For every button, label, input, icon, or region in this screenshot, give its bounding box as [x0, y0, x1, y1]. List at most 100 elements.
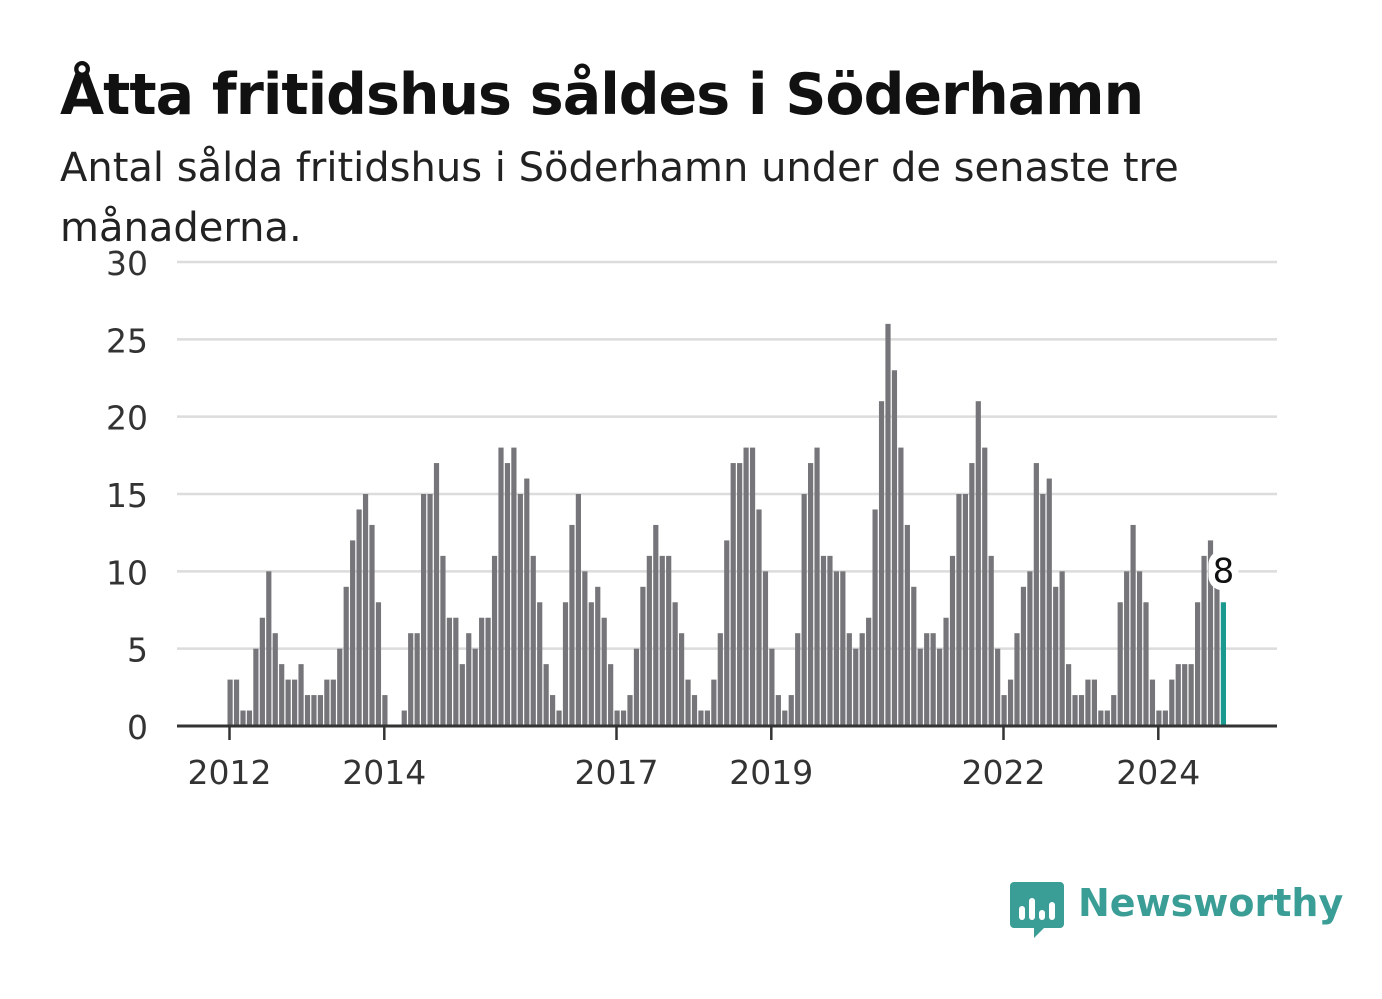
bar: [743, 447, 749, 726]
bar: [801, 494, 807, 726]
bar: [362, 494, 369, 726]
bar: [588, 602, 594, 726]
bar: [246, 710, 253, 726]
bar: [788, 695, 794, 726]
bar: [1111, 695, 1117, 726]
bar: [421, 494, 427, 726]
bar: [543, 664, 549, 726]
bar: [227, 679, 233, 726]
bar: [698, 710, 704, 726]
bar: [459, 664, 465, 726]
bar: [1072, 695, 1078, 726]
bar: [653, 524, 659, 726]
bar: [937, 648, 943, 726]
bar: [401, 710, 407, 726]
bar: [330, 679, 336, 726]
bar: [1201, 555, 1207, 726]
bar: [595, 586, 601, 726]
bar: [962, 494, 968, 726]
bar: [1104, 710, 1110, 726]
bar: [524, 478, 530, 726]
bar: [1156, 710, 1162, 726]
bar: [1059, 571, 1065, 726]
bar: [685, 679, 691, 726]
bar: [1066, 664, 1072, 726]
y-axis-ticks: 0 5 10 15 20 25 30: [106, 244, 148, 747]
y-tick-label: 20: [106, 399, 148, 438]
bar: [292, 679, 298, 726]
y-tick-label: 15: [106, 476, 148, 515]
bar: [285, 679, 291, 726]
bar: [259, 617, 265, 726]
bar: [717, 633, 723, 726]
bar: [904, 524, 910, 726]
bar: [608, 664, 614, 726]
bar: [1001, 695, 1007, 726]
bar: [956, 494, 962, 726]
bar: [795, 633, 801, 726]
bar: [1214, 571, 1220, 726]
x-tick-label: 2024: [1116, 753, 1200, 792]
bar: [298, 664, 304, 726]
bar: [911, 586, 917, 726]
bar: [1149, 679, 1156, 726]
bar: [1182, 664, 1188, 726]
highlight-value-label: 8: [1213, 551, 1235, 591]
bar: [704, 710, 710, 726]
bar: [633, 648, 640, 726]
bar: [1040, 494, 1046, 726]
bar: [556, 710, 562, 726]
bar-chart: 0 5 10 15 20 25 30 2012 2014 2017 2019 2022 2024 8: [106, 244, 1277, 792]
bar: [969, 463, 975, 726]
bar: [756, 509, 762, 726]
bar: [1098, 710, 1104, 726]
bar: [775, 695, 781, 726]
bar: [640, 586, 646, 726]
bar: [1033, 463, 1039, 726]
bar: [840, 571, 846, 726]
bar: [537, 602, 543, 726]
bar: [833, 571, 839, 726]
bar: [853, 648, 859, 726]
chart-subtitle: Antal sålda fritidshus i Söderhamn under…: [60, 145, 1179, 251]
bar: [1053, 586, 1059, 726]
bar: [356, 509, 362, 726]
bar: [530, 555, 536, 726]
bar: [1078, 695, 1085, 726]
bar: [646, 555, 652, 726]
bar: [414, 633, 420, 726]
bar: [943, 617, 949, 726]
highlight-annotation: 8: [1208, 550, 1239, 591]
bar: [672, 602, 678, 726]
bar: [466, 633, 472, 726]
bar: [1085, 679, 1091, 726]
bar: [1162, 710, 1168, 726]
highlight-label-bg: [1208, 550, 1239, 591]
bar: [440, 555, 446, 726]
bar: [317, 695, 323, 726]
bar: [762, 571, 769, 726]
bar: [988, 555, 994, 726]
newsworthy-logo: Newsworthy: [1010, 880, 1343, 942]
bar: [1117, 602, 1123, 726]
bar: [240, 710, 246, 726]
bar: [479, 617, 485, 726]
bar: [1046, 478, 1052, 726]
bar: [550, 695, 556, 726]
x-tick-label: 2014: [342, 753, 426, 792]
bar: [472, 648, 478, 726]
bar: [666, 555, 672, 726]
bar: [1124, 571, 1130, 726]
newsworthy-chart-bubble-icon: [1010, 882, 1064, 938]
bar: [582, 571, 588, 726]
bar: [485, 617, 491, 726]
bar: [820, 555, 827, 726]
bar: [891, 370, 898, 726]
bar: [433, 463, 440, 726]
y-tick-label: 10: [106, 553, 148, 592]
chart-title: Åtta fritidshus såldes i Söderhamn: [60, 62, 1144, 128]
bar: [498, 447, 504, 726]
bar: [601, 617, 607, 726]
bar: [324, 679, 330, 726]
bar: [427, 494, 433, 726]
